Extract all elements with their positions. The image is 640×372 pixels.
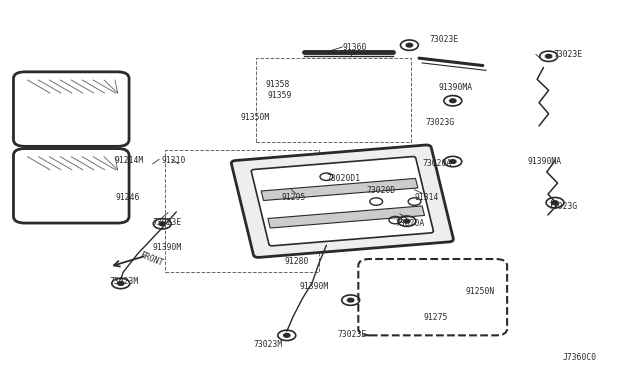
Text: 91360: 91360	[342, 42, 367, 51]
FancyBboxPatch shape	[231, 145, 453, 257]
Text: 91390MA: 91390MA	[527, 157, 562, 166]
Text: 91359: 91359	[268, 91, 292, 100]
Circle shape	[450, 160, 456, 163]
Text: 91390M: 91390M	[300, 282, 329, 291]
Text: 91280: 91280	[285, 257, 309, 266]
FancyBboxPatch shape	[268, 206, 424, 228]
Text: 91358: 91358	[266, 80, 290, 89]
Text: 91314: 91314	[415, 193, 439, 202]
FancyBboxPatch shape	[252, 157, 433, 246]
Text: 73020A: 73020A	[396, 219, 424, 228]
Text: 91250N: 91250N	[466, 287, 495, 296]
Circle shape	[284, 334, 290, 337]
Text: 91350M: 91350M	[240, 113, 269, 122]
Text: 73023M: 73023M	[109, 277, 138, 286]
Circle shape	[404, 219, 410, 223]
Text: 73023E: 73023E	[338, 330, 367, 340]
Text: 91214M: 91214M	[115, 155, 143, 164]
FancyBboxPatch shape	[261, 179, 418, 201]
Text: J7360C0: J7360C0	[563, 353, 596, 362]
Circle shape	[118, 282, 124, 285]
Circle shape	[348, 298, 354, 302]
Text: 73023G: 73023G	[548, 202, 578, 211]
Text: 73020D1: 73020D1	[326, 174, 360, 183]
Circle shape	[406, 43, 413, 47]
Text: FRONT: FRONT	[138, 251, 164, 268]
Text: 91295: 91295	[282, 193, 306, 202]
Text: 73023E: 73023E	[153, 218, 182, 227]
Text: 91390MA: 91390MA	[438, 83, 472, 92]
Text: 91275: 91275	[424, 313, 448, 322]
Text: 91210: 91210	[162, 155, 186, 164]
Text: 91246: 91246	[116, 193, 140, 202]
Circle shape	[552, 201, 558, 205]
Text: 73020A: 73020A	[422, 159, 451, 168]
Text: 73023G: 73023G	[426, 119, 454, 128]
Circle shape	[450, 99, 456, 103]
Text: 91390M: 91390M	[153, 243, 182, 251]
Text: 73023E: 73023E	[430, 35, 459, 44]
Text: 73020D: 73020D	[366, 186, 396, 195]
Circle shape	[545, 54, 552, 58]
Circle shape	[159, 222, 166, 226]
Text: 73023E: 73023E	[553, 50, 582, 59]
Text: 73023M: 73023M	[253, 340, 282, 349]
